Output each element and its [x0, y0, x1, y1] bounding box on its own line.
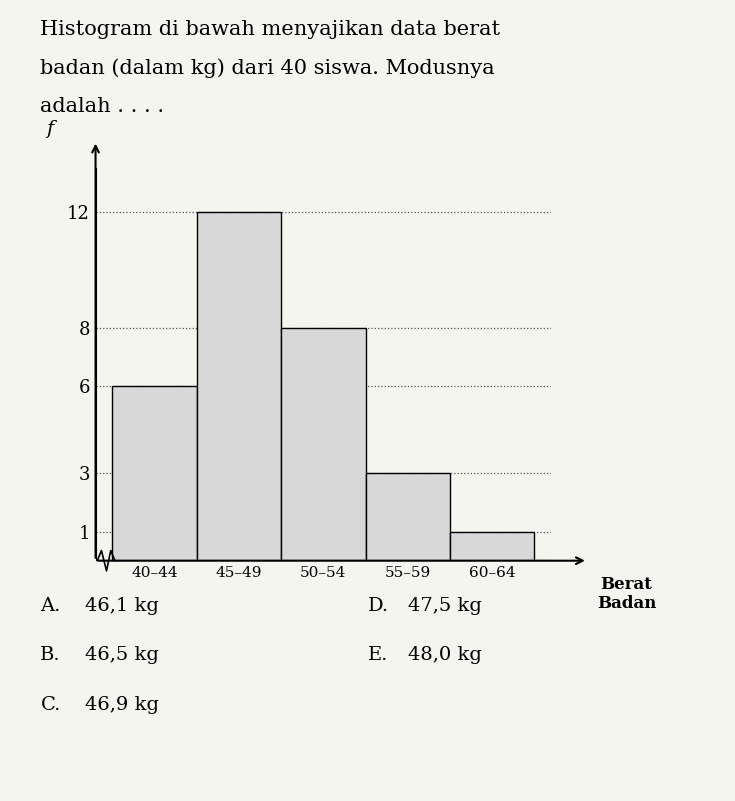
Text: Berat
Badan: Berat Badan: [597, 576, 656, 612]
Text: D.: D.: [368, 597, 389, 614]
Bar: [365, 473, 450, 561]
Text: f: f: [46, 120, 54, 138]
Text: 48,0 kg: 48,0 kg: [408, 646, 482, 664]
Bar: [450, 532, 534, 561]
Text: 46,5 kg: 46,5 kg: [85, 646, 159, 664]
Text: 46,1 kg: 46,1 kg: [85, 597, 159, 614]
Text: E.: E.: [368, 646, 388, 664]
Text: badan (dalam kg) dari 40 siswa. Modusnya: badan (dalam kg) dari 40 siswa. Modusnya: [40, 58, 495, 78]
Text: 47,5 kg: 47,5 kg: [408, 597, 482, 614]
Bar: [282, 328, 365, 561]
Text: B.: B.: [40, 646, 61, 664]
Bar: [197, 211, 282, 561]
Text: adalah . . . .: adalah . . . .: [40, 97, 165, 116]
Text: 46,9 kg: 46,9 kg: [85, 696, 159, 714]
Text: A.: A.: [40, 597, 61, 614]
Text: C.: C.: [40, 696, 61, 714]
Text: Histogram di bawah menyajikan data berat: Histogram di bawah menyajikan data berat: [40, 20, 501, 39]
Bar: [112, 386, 197, 561]
